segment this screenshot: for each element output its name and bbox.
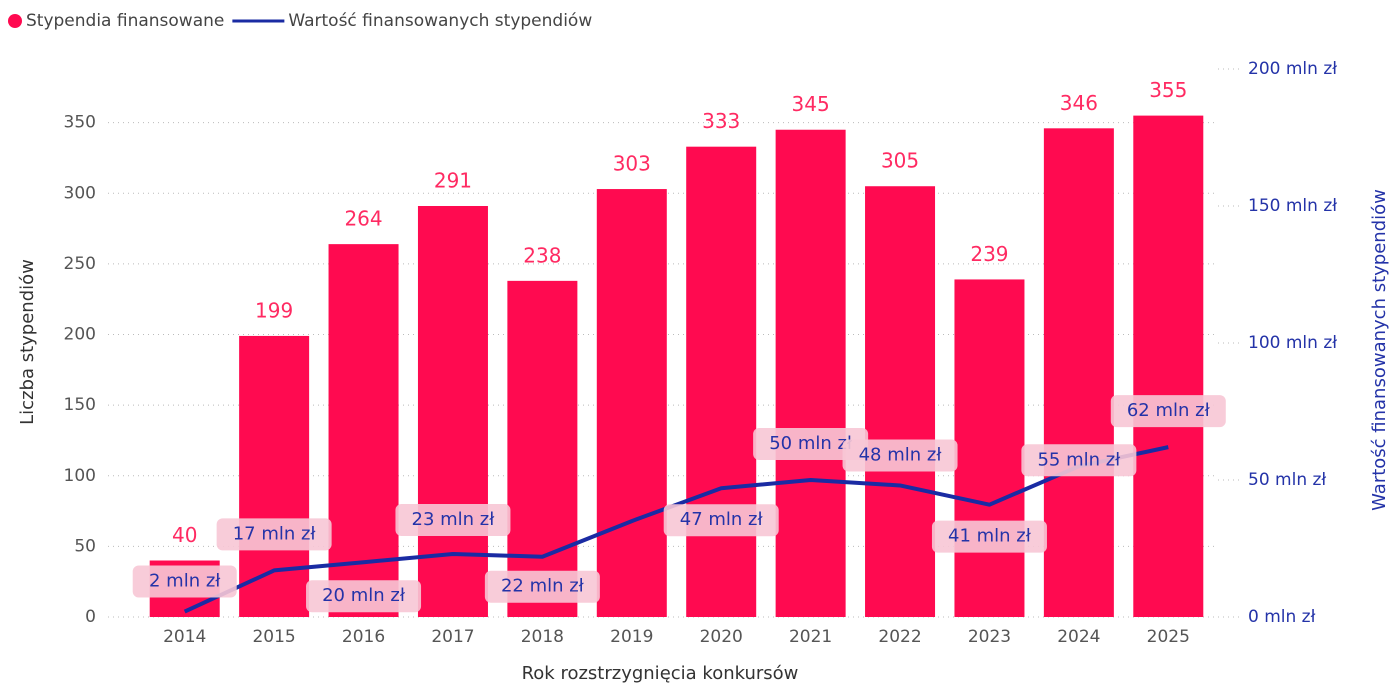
x-axis-title: Rok rozstrzygnięcia konkursów bbox=[522, 663, 799, 684]
x-tick-label: 2014 bbox=[163, 627, 206, 647]
y-axis-title: Liczba stypendiów bbox=[17, 259, 38, 425]
line-label-bg bbox=[931, 520, 1047, 553]
line-label-bg bbox=[842, 439, 958, 472]
line-label: 48 mln zł bbox=[859, 444, 943, 465]
x-tick-label: 2023 bbox=[968, 627, 1011, 647]
bar-label: 40 bbox=[172, 523, 197, 547]
bar-label: 305 bbox=[881, 149, 919, 173]
line-label-bg bbox=[395, 503, 511, 536]
y-tick-label: 150 bbox=[64, 395, 96, 415]
line-label-bg bbox=[1021, 444, 1137, 477]
x-tick-label: 2017 bbox=[431, 627, 474, 647]
bar bbox=[596, 189, 667, 617]
y-tick-label: 300 bbox=[64, 183, 96, 203]
bar-label: 346 bbox=[1060, 91, 1098, 115]
x-tick-label: 2021 bbox=[789, 627, 832, 647]
x-tick-label: 2015 bbox=[252, 627, 295, 647]
line-label-bg bbox=[484, 570, 600, 603]
bar bbox=[239, 335, 310, 617]
line-label: 20 mln zł bbox=[322, 585, 406, 606]
line-label: 41 mln zł bbox=[948, 526, 1032, 547]
legend-label: Wartość finansowanych stypendiów bbox=[288, 11, 592, 31]
x-tick-label: 2022 bbox=[878, 627, 921, 647]
line-label: 50 mln zł bbox=[769, 433, 853, 454]
bar-label: 239 bbox=[970, 242, 1008, 266]
line-label: 2 mln zł bbox=[149, 571, 221, 592]
line-label-bg bbox=[753, 428, 869, 460]
line-label: 47 mln zł bbox=[680, 509, 764, 530]
line-label-bg bbox=[216, 518, 332, 551]
x-tick-label: 2016 bbox=[342, 627, 385, 647]
y2-axis-title: Wartość finansowanych stypendiów bbox=[1369, 189, 1390, 511]
bar-label: 355 bbox=[1149, 78, 1187, 102]
bar-label: 303 bbox=[613, 152, 651, 176]
legend-label: Stypendia finansowane bbox=[26, 11, 224, 31]
x-tick-label: 2019 bbox=[610, 627, 653, 647]
line-label: 62 mln zł bbox=[1127, 400, 1211, 421]
bar bbox=[1133, 115, 1204, 617]
bar-label: 333 bbox=[702, 109, 740, 133]
line-label-bg bbox=[663, 504, 779, 537]
y-tick-label: 350 bbox=[64, 113, 96, 133]
line-label: 55 mln zł bbox=[1037, 449, 1121, 470]
y2-tick-label: 150 mln zł bbox=[1248, 196, 1337, 216]
bar-label: 345 bbox=[792, 92, 830, 116]
bar bbox=[775, 129, 846, 617]
line-label: 23 mln zł bbox=[412, 509, 496, 530]
bar bbox=[507, 280, 578, 617]
bar bbox=[686, 146, 757, 617]
bar-label: 291 bbox=[434, 169, 472, 193]
y2-tick-label: 100 mln zł bbox=[1248, 333, 1337, 353]
x-tick-label: 2018 bbox=[521, 627, 564, 647]
bar bbox=[865, 186, 936, 617]
bar bbox=[328, 244, 399, 617]
bar bbox=[954, 279, 1025, 617]
line-label-bg bbox=[1110, 395, 1226, 428]
x-tick-label: 2020 bbox=[700, 627, 743, 647]
y2-tick-label: 200 mln zł bbox=[1248, 59, 1337, 79]
x-tick-label: 2024 bbox=[1057, 627, 1100, 647]
y-tick-label: 100 bbox=[64, 466, 96, 486]
bar-label: 199 bbox=[255, 298, 293, 322]
line-label: 17 mln zł bbox=[233, 523, 317, 544]
bar bbox=[1043, 128, 1114, 617]
line-label-bg bbox=[132, 565, 237, 598]
line-label-bg bbox=[306, 580, 422, 613]
y2-tick-label: 50 mln zł bbox=[1248, 470, 1326, 490]
y2-tick-label: 0 mln zł bbox=[1248, 607, 1316, 627]
y-tick-label: 250 bbox=[64, 254, 96, 274]
legend-marker bbox=[8, 14, 22, 28]
y-tick-label: 200 bbox=[64, 325, 96, 345]
line-label: 22 mln zł bbox=[501, 576, 585, 597]
bar bbox=[417, 206, 488, 617]
y-tick-label: 0 bbox=[85, 607, 96, 627]
y-tick-label: 50 bbox=[74, 536, 96, 556]
bar-label: 264 bbox=[344, 207, 382, 231]
bar-label: 238 bbox=[523, 243, 561, 267]
x-tick-label: 2025 bbox=[1147, 627, 1190, 647]
